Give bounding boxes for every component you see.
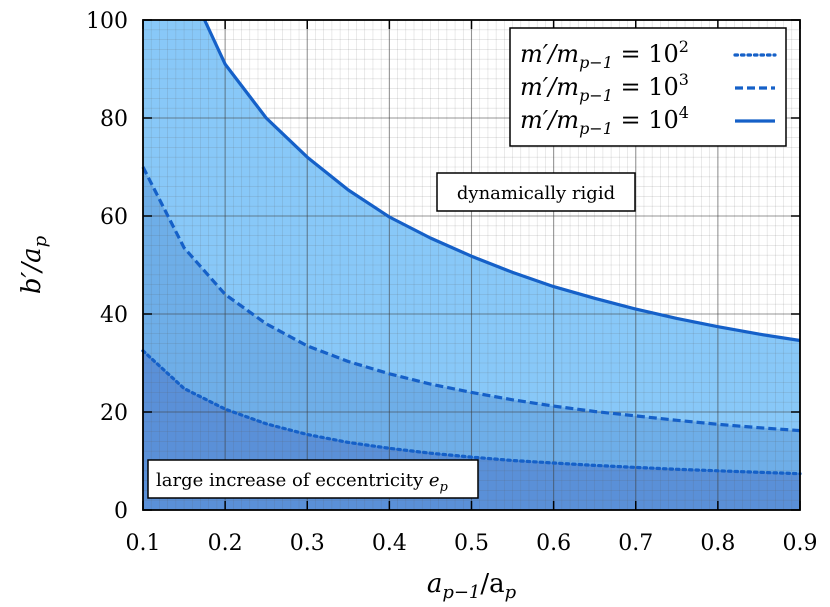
y-tick-label: 0 bbox=[114, 499, 128, 524]
series-line-dotted bbox=[141, 349, 802, 476]
legend-equals: = 10 bbox=[613, 40, 679, 68]
legend-subscript: p−1 bbox=[579, 86, 613, 105]
annotation-text: large increase of eccentricity ep bbox=[156, 470, 449, 495]
series-line-dashed bbox=[141, 166, 801, 433]
x-axis-label: ap−1/ap bbox=[427, 569, 517, 603]
legend-exponent: 2 bbox=[679, 37, 689, 56]
legend-base: m′/m bbox=[520, 106, 579, 134]
x-tick-label: 0.9 bbox=[783, 531, 818, 556]
legend-equals: = 10 bbox=[613, 73, 679, 101]
annotation-eccentricity: large increase of eccentricity ep bbox=[147, 459, 479, 499]
y-tick-label: 20 bbox=[100, 401, 128, 426]
y-axis-label: b′/ap bbox=[17, 235, 51, 294]
curves bbox=[141, 19, 802, 476]
x-tick-label: 0.6 bbox=[536, 531, 571, 556]
y-tick-label: 80 bbox=[100, 107, 128, 132]
x-tick-label: 0.2 bbox=[208, 531, 243, 556]
annotation-math: e bbox=[429, 470, 440, 491]
legend-equals: = 10 bbox=[613, 106, 679, 134]
legend-exponent: 4 bbox=[679, 103, 689, 122]
legend-base: m′/m bbox=[520, 73, 579, 101]
x-tick-label: 0.5 bbox=[454, 531, 489, 556]
y-tick-label: 60 bbox=[100, 205, 128, 230]
x-tick-label: 0.7 bbox=[618, 531, 653, 556]
annotation-box bbox=[147, 459, 479, 499]
y-tick-label: 40 bbox=[100, 303, 128, 328]
annotation-plain: large increase of eccentricity bbox=[156, 470, 429, 491]
legend-subscript: p−1 bbox=[579, 53, 613, 72]
annotation-dynamically-rigid: dynamically rigid bbox=[436, 172, 636, 212]
legend-entry-label: m′/mp−1 = 102 bbox=[520, 37, 689, 72]
legend-exponent: 3 bbox=[679, 70, 689, 89]
annotation-math-sub: p bbox=[440, 480, 449, 495]
legend-entry-label: m′/mp−1 = 104 bbox=[520, 103, 689, 138]
x-tick-label: 0.1 bbox=[126, 531, 161, 556]
x-tick-label: 0.8 bbox=[700, 531, 735, 556]
legend-entry-label: m′/mp−1 = 103 bbox=[520, 70, 689, 105]
series-line-solid bbox=[203, 19, 801, 343]
x-tick-label: 0.3 bbox=[290, 531, 325, 556]
y-tick-label: 100 bbox=[86, 9, 128, 34]
legend-base: m′/m bbox=[520, 40, 579, 68]
annotation-box bbox=[436, 172, 636, 212]
legend-subscript: p−1 bbox=[579, 119, 613, 138]
annotation-text: dynamically rigid bbox=[457, 183, 615, 204]
x-tick-label: 0.4 bbox=[372, 531, 407, 556]
axis-ticks: 0.1 0.2 0.3 0.4 0.5 0.6 0.7 0.8 0.9 0 20 40 60 80 100 bbox=[86, 9, 818, 556]
